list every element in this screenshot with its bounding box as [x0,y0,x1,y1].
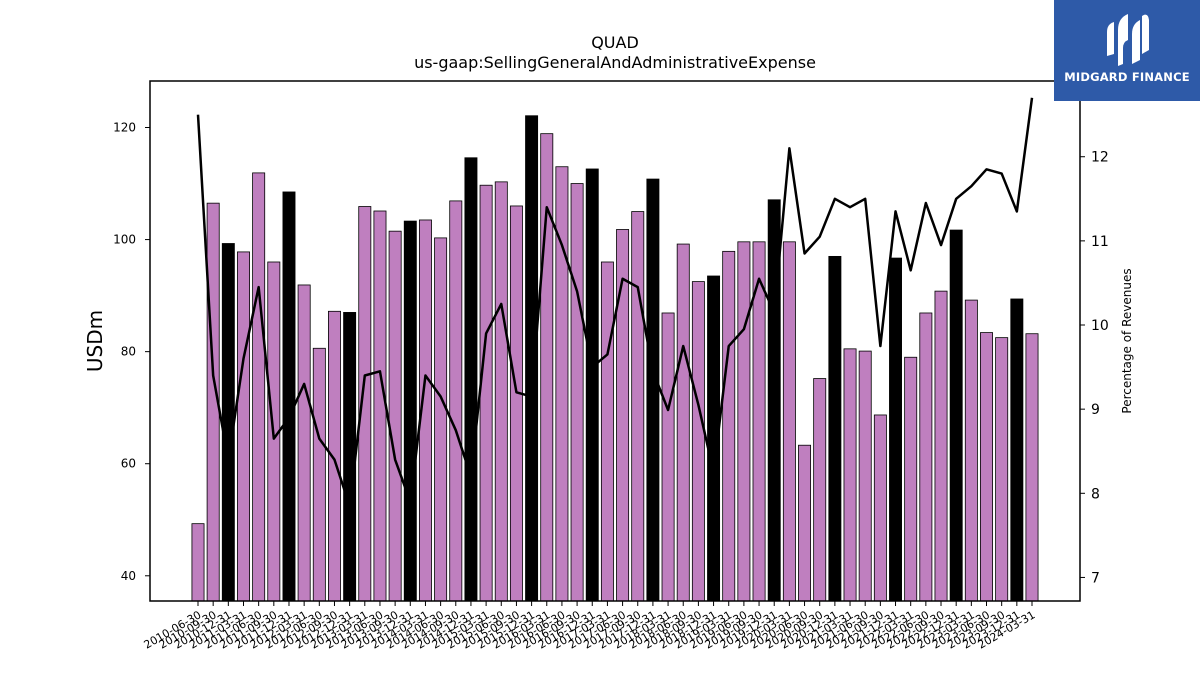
bar-2018-09-30 [691,281,705,602]
y-tick-label: 80 [121,345,136,359]
y-axis-right: 7 8 9 10 11 12 [1080,150,1109,586]
bar-2017-09-30 [631,211,645,602]
bar-2023-03-31 [964,299,978,602]
bar-2018-06-30 [676,243,690,602]
y-tick-label: 60 [121,457,136,471]
x-axis: 2010-06-302010-09-302010-12-312011-03-31… [142,601,1038,652]
bar-2011-06-30 [252,172,266,602]
y-axis-left: 40 60 80 100 120 [113,121,150,583]
bar-2022-09-30 [934,290,948,602]
bar-2020-06-30 [798,444,812,602]
bar-2015-03-31 [479,184,493,602]
bar-2011-03-31 [237,251,250,602]
bar-2024-03-31 [1025,333,1039,602]
chart-title: QUAD [591,33,639,52]
bar-2013-09-30 [388,230,402,602]
bar-2023-06-30 [980,332,993,602]
y2-tick-label: 10 [1091,318,1109,334]
bar-2014-12-31 [464,157,478,602]
brand-name: MIDGARD FINANCE [1064,70,1190,84]
bar-2017-03-31 [600,261,614,602]
plot-frame [149,80,1081,602]
bar-2012-09-30 [328,310,341,602]
y2-axis-label: Percentage of Revenues [1120,268,1134,413]
bar-2023-12-31 [1010,298,1024,602]
bar-2015-09-30 [509,205,523,602]
y-tick-label: 40 [121,569,136,583]
bar-2013-06-30 [373,210,387,602]
bar-2014-09-30 [449,200,463,602]
bar-2021-09-30 [873,414,887,602]
y-tick-label: 100 [113,233,136,247]
bar-2018-03-31 [661,312,675,602]
bar-2021-06-30 [858,350,872,602]
bar-2020-09-30 [813,378,827,602]
bar-2013-12-31 [403,220,417,602]
bar-2023-09-30 [995,337,1009,602]
bar-2022-03-31 [904,356,918,602]
bar-2016-12-31 [585,168,599,602]
bar-2019-03-31 [722,250,736,602]
bar-2010-12-31 [221,243,235,602]
bar-2020-12-31 [828,255,842,602]
bar-2012-12-31 [343,312,357,602]
bar-2017-06-30 [616,229,630,602]
y2-tick-label: 8 [1091,486,1100,502]
bar-2020-03-31 [782,241,796,602]
bar-2012-06-30 [312,347,326,602]
bar-2022-06-30 [919,312,933,602]
line-path [196,97,1034,508]
y-tick-label: 120 [113,121,136,135]
bar-2016-03-31 [540,133,554,602]
y2-tick-label: 11 [1091,234,1109,250]
bar-2019-06-30 [737,241,751,602]
bar-2014-06-30 [434,237,448,602]
y2-tick-label: 9 [1091,402,1100,418]
y-axis-label: USDm [83,310,107,372]
bar-2021-03-31 [843,348,857,602]
chart-subtitle: us-gaap:SellingGeneralAndAdministrativeE… [414,53,816,72]
bar-2022-12-31 [949,229,963,602]
bar-series [191,115,1039,602]
bar-2021-12-31 [889,257,902,602]
bar-2012-03-31 [297,284,311,602]
bar-2016-09-30 [570,183,584,602]
bar-2017-12-31 [646,178,660,602]
line-series [196,97,1034,508]
y2-tick-label: 7 [1091,570,1100,586]
bar-2011-12-31 [282,191,296,602]
midgard-logo-icon [1107,14,1149,66]
brand-logo: MIDGARD FINANCE [1054,0,1200,101]
bar-2010-06-30 [191,523,205,602]
y2-tick-label: 12 [1091,150,1109,166]
bar-2015-06-30 [494,181,508,602]
